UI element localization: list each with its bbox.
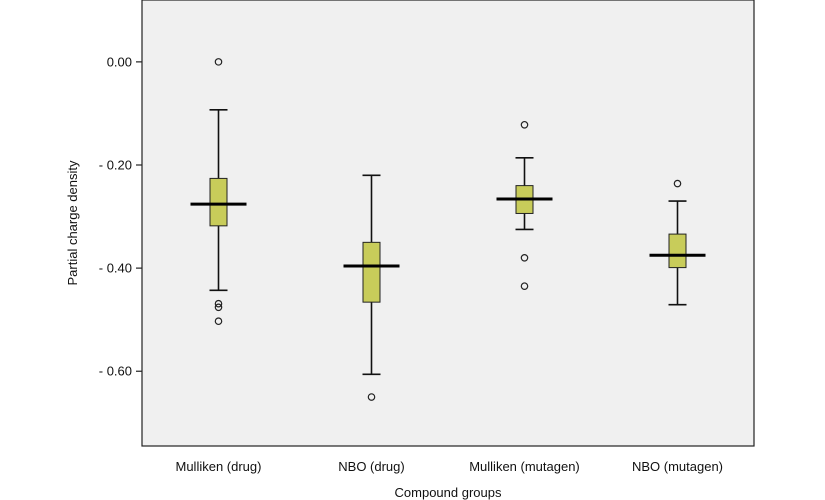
x-tick-label: NBO (drug) xyxy=(338,459,404,474)
box-group xyxy=(343,174,400,401)
outlier-point xyxy=(520,254,529,262)
x-tick-label: Mulliken (drug) xyxy=(176,459,262,474)
iqr-box xyxy=(209,177,228,227)
y-tick-label: 0.00 xyxy=(107,54,132,69)
outlier-point xyxy=(214,303,223,312)
outlier-point xyxy=(520,282,529,290)
outlier-point xyxy=(673,179,682,188)
outlier-point xyxy=(367,393,376,401)
x-tick-label: NBO (mutagen) xyxy=(632,459,723,474)
box-group xyxy=(649,179,706,306)
y-tick-label: - 0.20 xyxy=(99,157,132,172)
y-axis-title: Partial charge density xyxy=(65,160,80,286)
y-tick-label: - 0.40 xyxy=(99,261,132,276)
iqr-box xyxy=(362,241,381,303)
x-axis-title: Compound groups xyxy=(395,485,502,500)
outlier-point xyxy=(214,58,223,66)
box-group xyxy=(190,58,247,326)
outlier-point xyxy=(214,317,223,326)
outlier-point xyxy=(520,120,529,129)
y-tick-label: - 0.60 xyxy=(99,364,132,379)
box-group xyxy=(496,120,553,290)
x-tick-label: Mulliken (mutagen) xyxy=(469,459,580,474)
outlier-point xyxy=(214,299,223,308)
iqr-box xyxy=(668,233,687,269)
plot-area xyxy=(141,0,755,447)
